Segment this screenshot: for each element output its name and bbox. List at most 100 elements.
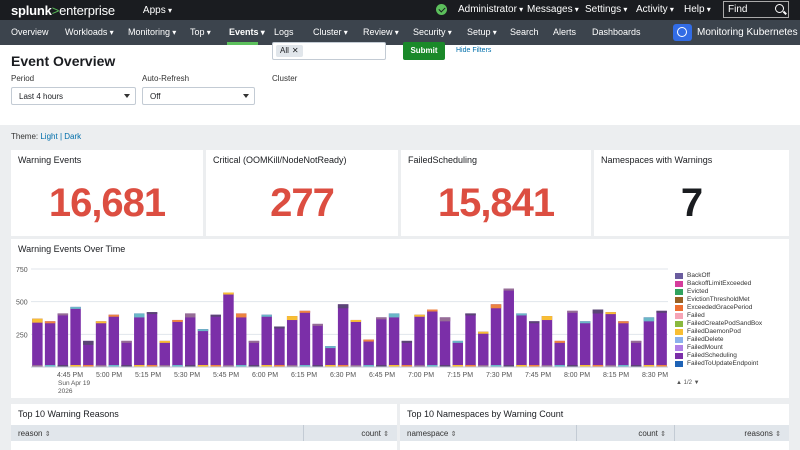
hide-filters-link[interactable]: Hide Filters: [456, 47, 492, 54]
theme-dark-link[interactable]: Dark: [64, 132, 82, 141]
bar-segment[interactable]: [592, 309, 604, 314]
bar-segment[interactable]: [337, 304, 349, 309]
bar[interactable]: [350, 319, 362, 367]
nav-setup[interactable]: Setup: [467, 27, 497, 37]
bar[interactable]: [452, 340, 464, 367]
nav-workloads[interactable]: Workloads: [65, 27, 114, 37]
bar[interactable]: [83, 340, 94, 367]
bar-segment[interactable]: [439, 365, 451, 367]
bar-segment[interactable]: [95, 365, 107, 367]
legend-item[interactable]: FailedMount: [675, 344, 785, 352]
bar[interactable]: [439, 317, 451, 367]
legend-pager[interactable]: ▲ 1/2 ▼: [676, 380, 700, 386]
bar[interactable]: [516, 313, 527, 367]
bar-segment[interactable]: [376, 365, 387, 367]
bar[interactable]: [490, 304, 502, 367]
bar-segment[interactable]: [554, 340, 565, 343]
bar[interactable]: [567, 310, 578, 367]
bar-segment[interactable]: [363, 365, 374, 367]
bar-segment[interactable]: [325, 365, 336, 367]
legend-item[interactable]: BackoffLimitExceeded: [675, 280, 785, 288]
legend-item[interactable]: ExceededGracePeriod: [675, 304, 785, 312]
activity-menu[interactable]: Activity: [636, 4, 674, 15]
bar-segment[interactable]: [108, 365, 120, 367]
bar[interactable]: [223, 292, 234, 367]
bar[interactable]: [235, 313, 247, 367]
bar-segment[interactable]: [299, 365, 311, 367]
bar[interactable]: [146, 312, 158, 367]
bar-segment[interactable]: [108, 314, 120, 317]
bar[interactable]: [172, 319, 183, 367]
bar[interactable]: [414, 314, 425, 367]
bar-segment[interactable]: [57, 313, 69, 316]
bar[interactable]: [503, 288, 514, 367]
column-header-count[interactable]: count ⇕: [303, 425, 397, 441]
nav-logs[interactable]: Logs: [274, 27, 294, 37]
bar-segment[interactable]: [274, 365, 285, 367]
bar[interactable]: [159, 340, 170, 367]
splunk-logo[interactable]: splunk>enterprise: [11, 2, 115, 18]
bar[interactable]: [554, 340, 565, 367]
bar-segment[interactable]: [235, 313, 247, 318]
bar-segment[interactable]: [529, 365, 540, 367]
bar-segment[interactable]: [83, 340, 94, 345]
bar-segment[interactable]: [630, 340, 642, 343]
bar[interactable]: [108, 314, 120, 367]
bar-segment[interactable]: [312, 365, 323, 367]
bar-segment[interactable]: [388, 365, 400, 367]
bar-segment[interactable]: [146, 365, 158, 367]
column-header-count[interactable]: count ⇕: [576, 425, 674, 441]
nav-alerts[interactable]: Alerts: [553, 27, 577, 37]
bar[interactable]: [376, 317, 387, 367]
bar-segment[interactable]: [541, 365, 553, 367]
bar[interactable]: [299, 310, 311, 367]
bar-segment[interactable]: [286, 365, 298, 367]
bar-segment[interactable]: [223, 365, 234, 367]
bar-segment[interactable]: [427, 309, 438, 312]
bar[interactable]: [210, 314, 221, 367]
legend-item[interactable]: FailedScheduling: [675, 352, 785, 360]
bar-segment[interactable]: [83, 365, 94, 367]
bar-segment[interactable]: [465, 365, 476, 367]
bar-segment[interactable]: [312, 323, 323, 326]
bar-segment[interactable]: [414, 365, 425, 367]
bar-segment[interactable]: [44, 321, 56, 324]
namespaces-value[interactable]: 7: [680, 181, 703, 225]
remove-chip-icon[interactable]: ✕: [291, 46, 299, 55]
bar-segment[interactable]: [299, 310, 311, 313]
bar-segment[interactable]: [95, 321, 107, 324]
bar-segment[interactable]: [427, 365, 438, 367]
bar-segment[interactable]: [579, 321, 591, 324]
nav-review[interactable]: Review: [363, 27, 399, 37]
bar[interactable]: [478, 331, 489, 367]
nav-search[interactable]: Search: [510, 27, 539, 37]
bar-segment[interactable]: [210, 365, 221, 367]
administrator-menu[interactable]: Administrator: [458, 4, 523, 15]
bar-segment[interactable]: [618, 365, 629, 367]
bar-segment[interactable]: [465, 313, 476, 316]
bar[interactable]: [630, 340, 642, 367]
bar[interactable]: [197, 329, 209, 367]
bar-segment[interactable]: [159, 365, 170, 367]
apps-menu[interactable]: Apps: [143, 5, 172, 16]
bar[interactable]: [248, 340, 260, 367]
bar[interactable]: [465, 313, 476, 367]
bar-segment[interactable]: [656, 310, 667, 313]
legend-item[interactable]: BackOff: [675, 272, 785, 280]
bar-segment[interactable]: [337, 365, 349, 367]
bar-segment[interactable]: [185, 313, 196, 318]
bar[interactable]: [261, 314, 272, 367]
health-check-icon[interactable]: [436, 4, 447, 15]
bar-segment[interactable]: [490, 365, 502, 367]
legend-item[interactable]: FailedDaemonPod: [675, 328, 785, 336]
bar-segment[interactable]: [363, 339, 374, 342]
column-header-reason[interactable]: reason ⇕: [18, 429, 51, 438]
bar[interactable]: [592, 309, 604, 367]
bar-segment[interactable]: [261, 314, 272, 317]
bar[interactable]: [656, 310, 667, 367]
bar-segment[interactable]: [70, 365, 81, 367]
bar-segment[interactable]: [210, 314, 221, 317]
bar-segment[interactable]: [286, 316, 298, 321]
bar[interactable]: [363, 339, 374, 367]
bar-segment[interactable]: [643, 317, 655, 322]
